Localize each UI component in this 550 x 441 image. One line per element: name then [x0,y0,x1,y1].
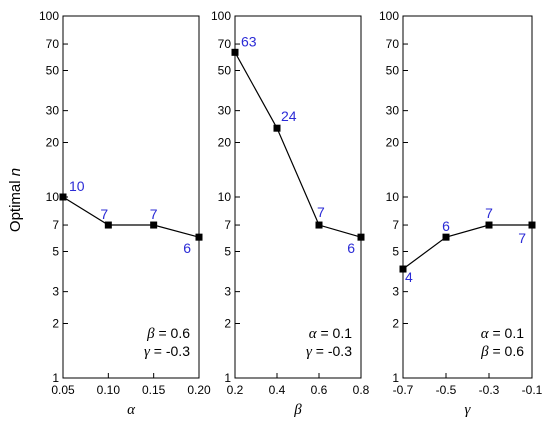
y-axis-label: Optimal n [7,168,24,232]
y-tick-label: 10 [218,190,232,204]
x-tick-label: 0.10 [97,383,121,397]
parameter-annotation: β = 0.6 [480,343,524,360]
y-tick-label: 70 [386,37,400,51]
x-tick-label: 0.15 [142,383,166,397]
y-tick-label: 5 [224,244,231,258]
parameter-annotation: α = 0.1 [309,325,353,342]
data-point [195,233,203,241]
x-tick-label: 0.2 [227,383,244,397]
y-tick-label: 2 [52,317,59,331]
data-label: 4 [405,269,413,285]
x-tick-label: -0.7 [393,383,414,397]
y-tick-label: 3 [224,285,231,299]
y-tick-label: 30 [46,104,60,118]
x-tick-label: 0.05 [51,383,75,397]
x-axis-title: γ [465,402,472,418]
y-tick-label: 1 [224,371,231,385]
plot-frame [402,15,533,379]
y-tick-label: 30 [386,104,400,118]
y-tick-label: 50 [386,63,400,77]
y-tick-label: 7 [392,218,399,232]
data-label: 6 [442,218,450,234]
y-tick-label: 30 [218,104,232,118]
data-point [485,221,493,229]
data-label: 63 [241,33,257,49]
x-tick-label: 0.6 [311,383,328,397]
y-tick-label: 3 [52,285,59,299]
data-label: 7 [485,205,493,221]
y-tick-label: 10 [386,190,400,204]
y-tick-label: 7 [52,218,59,232]
x-tick-label: 0.4 [269,383,286,397]
data-point [315,221,323,229]
y-tick-label: 5 [392,244,399,258]
series-line [62,196,200,238]
y-tick-label: 50 [46,63,60,77]
data-point [273,124,281,132]
parameter-annotation: γ = -0.3 [306,343,352,360]
data-label: 6 [183,240,191,256]
y-tick-label: 2 [224,317,231,331]
data-point [59,193,67,201]
data-label: 10 [69,178,85,194]
y-tick-label: 3 [392,285,399,299]
x-tick-label: 0.20 [187,383,211,397]
x-axis-title: β [293,402,302,418]
y-tick-label: 100 [379,9,399,23]
y-tick-label: 100 [39,9,59,23]
data-point [528,221,536,229]
y-tick-label: 20 [218,136,232,150]
y-tick-label: 50 [218,63,232,77]
y-tick-label: 1 [52,371,59,385]
data-label: 7 [150,206,158,222]
data-label: 6 [347,240,355,256]
data-point [442,233,450,241]
plot-frame [62,15,200,379]
parameter-annotation: α = 0.1 [481,325,525,342]
data-label: 7 [100,206,108,222]
data-point [104,221,112,229]
data-point [150,221,158,229]
data-label: 7 [317,204,325,220]
y-tick-label: 2 [392,317,399,331]
y-tick-label: 10 [46,190,60,204]
parameter-annotation: γ = -0.3 [144,343,190,360]
data-point [357,233,365,241]
series-line [402,224,532,270]
x-tick-label: -0.1 [522,383,543,397]
x-tick-label: 0.8 [353,383,370,397]
x-tick-label: -0.3 [479,383,500,397]
y-tick-label: 7 [224,218,231,232]
data-point [399,265,407,273]
x-axis-title: α [127,402,136,418]
parameter-annotation: β = 0.6 [146,325,190,342]
data-label: 24 [281,108,297,124]
series-line [234,52,362,238]
x-tick-label: -0.5 [436,383,457,397]
panel-1: 1 2 3 5 7 10 20 30 50 70 100 0.05 0.10 0.15 0.20 α 10 7 7 6… [39,9,211,418]
plot-frame [234,15,362,379]
y-tick-label: 5 [52,244,59,258]
panel-3: 1 2 3 5 7 10 20 30 50 70 100 -0.7 -0.5 -0.3 -0.1 γ 4 6 7 7 α… [379,9,543,418]
y-tick-label: 70 [46,37,60,51]
panel-2: 1 2 3 5 7 10 20 30 50 70 100 0.2 0.4 0.6 0.8 β 63 24 7 6 α =… [211,9,370,418]
data-label: 7 [518,230,526,246]
y-tick-label: 100 [211,9,231,23]
y-tick-label: 1 [392,371,399,385]
data-point [231,48,239,56]
y-tick-label: 20 [46,136,60,150]
y-tick-label: 70 [218,37,232,51]
y-tick-label: 20 [386,136,400,150]
